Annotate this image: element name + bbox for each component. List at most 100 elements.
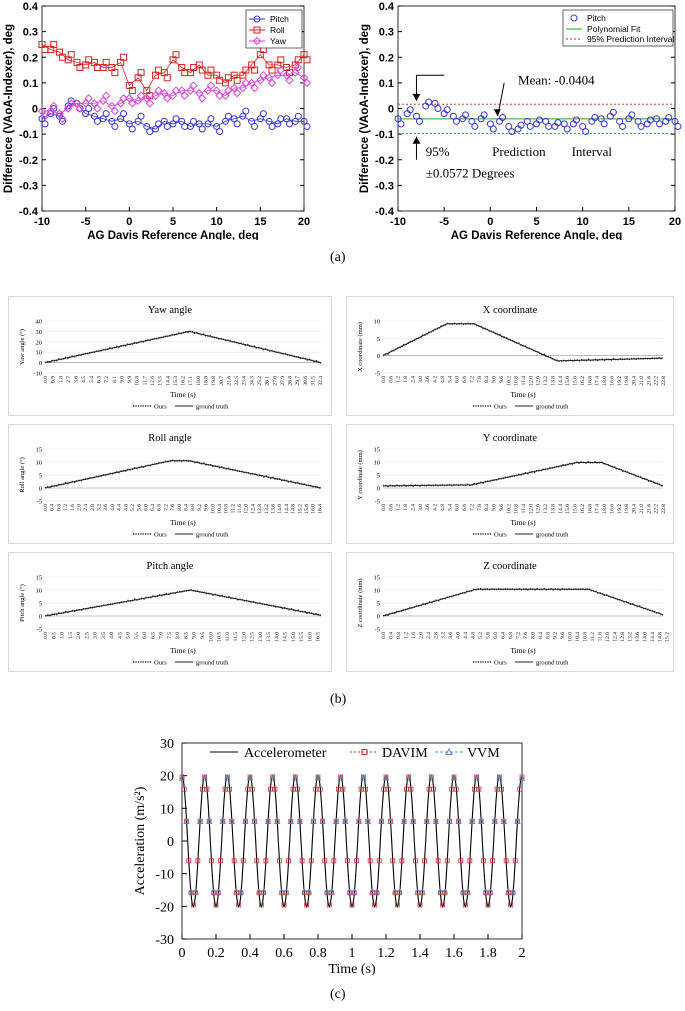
x-tick-label: 0.0	[381, 632, 387, 639]
accelerometer-line	[181, 774, 523, 908]
vvm-point	[314, 774, 322, 781]
legend-ours-label: Ours	[154, 660, 167, 667]
y-tick-label: -10	[33, 371, 42, 378]
x-tick-label: 2.4	[83, 504, 89, 511]
davim-point	[431, 786, 437, 792]
panel-label-a: (a)	[330, 250, 346, 265]
x-tick-label: 13.8	[550, 504, 556, 514]
y-tick-label: -0.2	[19, 155, 38, 167]
x-card: X coordinate -5 0 5 10 X coordinate (mm) 0.0 0.…	[346, 296, 674, 416]
y-tick-label: 0.1	[379, 78, 394, 90]
yaw-point	[151, 91, 160, 100]
roll-point	[102, 58, 110, 66]
pitch-point	[82, 110, 90, 118]
roll-point	[294, 56, 302, 64]
x-tick-label: 1.2	[63, 504, 69, 511]
pitch-point	[137, 112, 145, 120]
pitch-point	[128, 125, 136, 133]
x-tick-label: 4.0	[109, 632, 115, 639]
pitch-point	[406, 106, 414, 114]
legend-gt-label: ground truth	[536, 404, 569, 411]
pitch-point	[207, 115, 215, 123]
x-tick-label: 12.6	[536, 504, 542, 514]
roll-point	[198, 66, 206, 74]
pitch-point	[224, 112, 232, 120]
y-tick-label: -0.1	[375, 129, 394, 141]
vvm-point	[183, 818, 190, 825]
x-tick-label: 16.8	[587, 504, 593, 514]
yaw-point	[189, 81, 198, 90]
davim-point	[413, 858, 418, 864]
y-axis-label: Difference (VAoA-Indexer), deg	[359, 24, 371, 193]
x-tick-label: 9.6	[204, 504, 210, 511]
x-tick-label: 15.0	[565, 504, 571, 514]
vvm-point	[233, 888, 240, 895]
x-tick-label: 2.4	[426, 632, 432, 639]
pitch-roll-yaw-difference-chart: -0.4 -0.3 -0.2 -0.1 0 0.1 0.2 0.3 0.4 -10 -5 0 5 10 15…	[3, 1, 312, 240]
x-tick-label: 6.3	[97, 376, 103, 383]
x-tick-label: 0.0	[43, 376, 49, 383]
davim-point	[286, 858, 291, 864]
ours-line	[382, 587, 664, 617]
y-tick-label: 10	[36, 588, 43, 595]
yaw-point	[180, 91, 189, 100]
x-tick-label: 1.2	[377, 946, 395, 961]
yaw-point	[285, 76, 294, 85]
y-tick-label: 5	[39, 601, 42, 608]
x-axis-label: Time (s)	[510, 390, 536, 399]
yaw-point	[142, 94, 152, 103]
roll-point	[242, 66, 250, 74]
y-tick-label: -20	[155, 900, 174, 915]
davim-point	[417, 902, 423, 908]
pitch-point	[189, 117, 197, 125]
pitch-point	[134, 117, 142, 125]
davim-point	[195, 858, 201, 864]
davim-point	[190, 902, 196, 908]
pitch-point	[526, 122, 534, 130]
x-tick-label: 11.4	[521, 376, 527, 386]
pitch-point	[294, 112, 302, 120]
x-tick-label: 13.2	[627, 632, 633, 642]
davim-point	[440, 902, 446, 908]
x-tick-label: 4.8	[440, 504, 446, 511]
x-tick-label: 0	[179, 946, 186, 961]
davim-point	[358, 786, 364, 792]
x-tick-label: 14.0	[277, 504, 283, 514]
x-axis-label: AG Davis Reference Angle, deg	[451, 230, 623, 240]
y-axis-label: Pitch angle (°)	[19, 584, 26, 622]
x-tick-label: 19.8	[624, 504, 630, 514]
davim-point	[408, 786, 414, 792]
davim-point	[512, 858, 518, 864]
pitch-point	[412, 112, 420, 120]
vvm-point	[264, 818, 272, 825]
x-tick-label: 2.8	[433, 632, 439, 639]
y-tick-label: 5	[39, 473, 42, 480]
davim-point	[213, 902, 219, 908]
x-tick-label: 1.6	[445, 946, 463, 961]
x-tick-label: 3.6	[74, 376, 80, 383]
davim-point	[263, 858, 269, 864]
pitch-point	[560, 120, 568, 128]
davim-point	[426, 786, 432, 792]
pitch-point	[108, 117, 116, 125]
pitch-point	[41, 120, 49, 128]
ours-line	[44, 330, 322, 364]
legend-ours-label: Ours	[154, 532, 167, 539]
ground-truth-line	[382, 588, 664, 617]
pitch-point	[637, 122, 645, 130]
davim-point	[295, 786, 301, 792]
vvm-point	[487, 888, 494, 895]
chart-title: Roll angle	[148, 433, 192, 444]
ours-line	[382, 461, 664, 488]
pitch-point	[619, 122, 627, 130]
vvm-point	[228, 818, 236, 825]
davim-point	[340, 786, 346, 792]
yaw-point	[107, 101, 117, 111]
vvm-point	[400, 818, 408, 825]
x-tick-label: 7.6	[170, 504, 176, 511]
x-tick-label: 6.0	[493, 632, 499, 639]
pitch-point	[489, 125, 497, 133]
vvm-point	[305, 888, 313, 895]
davim-point	[240, 858, 246, 864]
yaw-point	[291, 68, 300, 77]
